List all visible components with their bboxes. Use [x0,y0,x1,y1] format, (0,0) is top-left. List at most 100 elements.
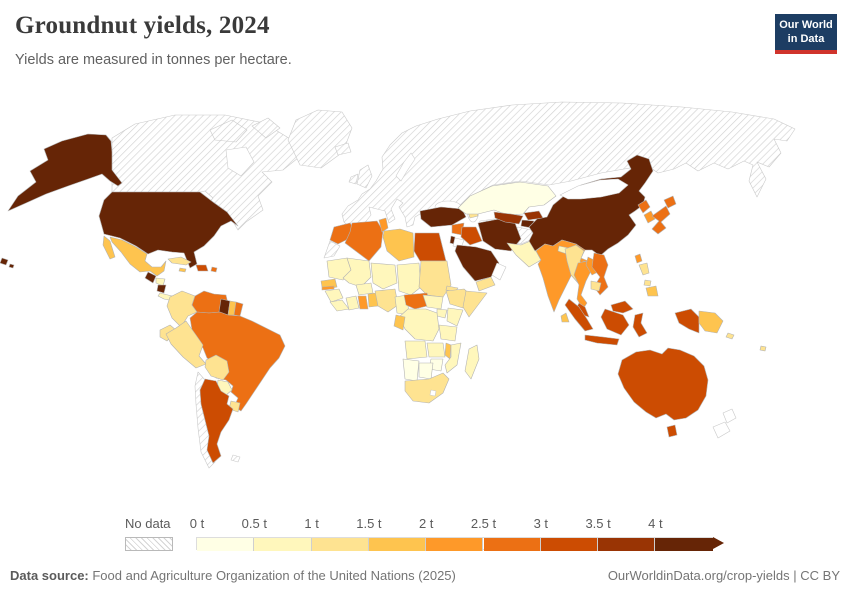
legend-tick-0t: 0 t [189,516,205,531]
country-greenland[interactable] [287,109,353,169]
country-mozambique[interactable] [444,342,462,374]
legend-bin-4[interactable] [426,538,484,551]
country-indonesia-sumatra[interactable] [564,298,594,332]
country-bolivia[interactable] [204,354,230,381]
country-burkina-faso[interactable] [355,282,374,296]
country-niger[interactable] [370,262,398,290]
country-dr-congo[interactable] [398,308,440,342]
country-cambodia[interactable] [590,280,602,292]
legend-bin-1[interactable] [254,538,312,551]
country-sri-lanka[interactable] [560,312,570,323]
country-nicaragua[interactable] [156,284,167,294]
country-united-kingdom[interactable] [356,164,373,189]
country-iceland[interactable] [334,142,352,156]
country-yemen[interactable] [475,276,496,292]
legend-bin-7[interactable] [598,538,656,551]
country-tasmania[interactable] [666,424,678,438]
legend-bin-6[interactable] [540,538,599,551]
country-cote-divoire[interactable] [345,295,360,311]
country-united-states[interactable] [98,191,239,269]
country-tanzania[interactable] [438,324,458,342]
legend-tick-1t: 1 t [304,516,319,531]
country-north-korea[interactable] [637,199,651,214]
country-botswana[interactable] [418,362,434,380]
owid-logo[interactable]: Our World in Data [775,14,837,54]
country-nigeria[interactable] [374,288,399,313]
country-tunisia[interactable] [378,217,389,233]
country-fiji[interactable] [759,345,767,352]
country-sierra-leone-liberia[interactable] [329,299,350,312]
country-libya[interactable] [382,228,415,262]
country-canada-arctic-1[interactable] [209,119,248,143]
country-alaska[interactable] [7,133,123,212]
country-brazil[interactable] [189,311,286,412]
legend-bin-3[interactable] [368,538,427,551]
footer-url-link[interactable]: OurWorldinData.org/crop-yields [607,568,790,583]
country-turkey[interactable] [419,206,467,228]
country-new-zealand-south[interactable] [712,421,731,439]
country-japan-hokkaido[interactable] [663,195,677,209]
country-philippines-visayas[interactable] [643,279,652,287]
country-malawi[interactable] [444,342,452,360]
legend-bin-0[interactable] [197,538,255,551]
country-kenya[interactable] [446,307,464,327]
country-oman[interactable] [491,262,507,281]
country-australia[interactable] [617,347,709,421]
legend-bin-2[interactable] [311,538,369,551]
country-south-korea[interactable] [643,210,656,224]
country-peru[interactable] [165,320,207,369]
country-china[interactable] [528,154,654,257]
country-mexico[interactable] [109,236,167,277]
country-japan-honshu[interactable] [651,205,671,235]
country-ireland[interactable] [348,173,359,185]
country-jamaica[interactable] [178,267,187,273]
country-taiwan[interactable] [634,253,643,264]
country-madagascar[interactable] [464,344,480,380]
country-europe-russia[interactable] [341,101,796,228]
country-guinea[interactable] [324,288,344,303]
country-papua-new-guinea[interactable] [698,310,724,334]
country-philippines-mindanao[interactable] [645,285,659,297]
country-guatemala[interactable] [144,271,157,284]
country-chad[interactable] [396,262,422,296]
legend-tick-2.5t: 2.5 t [470,516,497,531]
country-gambia[interactable] [321,285,335,291]
country-mali[interactable] [342,257,372,288]
country-canada-arctic-2[interactable] [251,117,281,139]
country-indonesia-kalimantan[interactable] [600,308,630,336]
country-new-zealand-north[interactable] [722,408,737,424]
country-angola[interactable] [404,340,428,360]
country-cuba[interactable] [167,256,192,266]
country-puerto-rico[interactable] [210,266,218,273]
country-indonesia-sulawesi[interactable] [632,312,648,338]
country-colombia[interactable] [166,290,198,328]
country-egypt[interactable] [413,232,447,262]
country-hawaii[interactable] [0,257,15,269]
country-falkland-islands[interactable] [230,454,241,463]
country-ghana[interactable] [357,295,369,310]
country-south-africa[interactable] [404,372,450,404]
country-malaysia-borneo[interactable] [610,300,634,314]
legend-bin-8[interactable] [655,538,713,551]
country-south-sudan[interactable] [422,294,444,310]
country-argentina[interactable] [199,378,234,464]
country-western-sahara[interactable] [323,240,341,259]
country-kazakhstan[interactable] [457,181,557,216]
country-mexico-baja[interactable] [102,235,116,260]
country-uganda[interactable] [436,308,448,319]
country-gabon-congo[interactable] [393,314,406,331]
country-zambia[interactable] [426,342,446,358]
country-iraq[interactable] [460,226,483,246]
country-philippines-luzon[interactable] [638,262,650,276]
country-lesotho[interactable] [429,389,437,397]
country-indonesia-java[interactable] [584,334,620,346]
legend-no-data-swatch[interactable] [125,537,173,551]
country-solomon-islands[interactable] [725,332,735,340]
country-uzbekistan[interactable] [493,211,524,225]
country-hispaniola[interactable] [195,264,209,272]
country-indonesia-papua[interactable] [674,308,700,334]
country-mongolia[interactable] [559,178,629,200]
legend-bin-5[interactable] [483,538,541,551]
country-somalia[interactable] [462,290,488,318]
country-namibia[interactable] [402,358,420,382]
